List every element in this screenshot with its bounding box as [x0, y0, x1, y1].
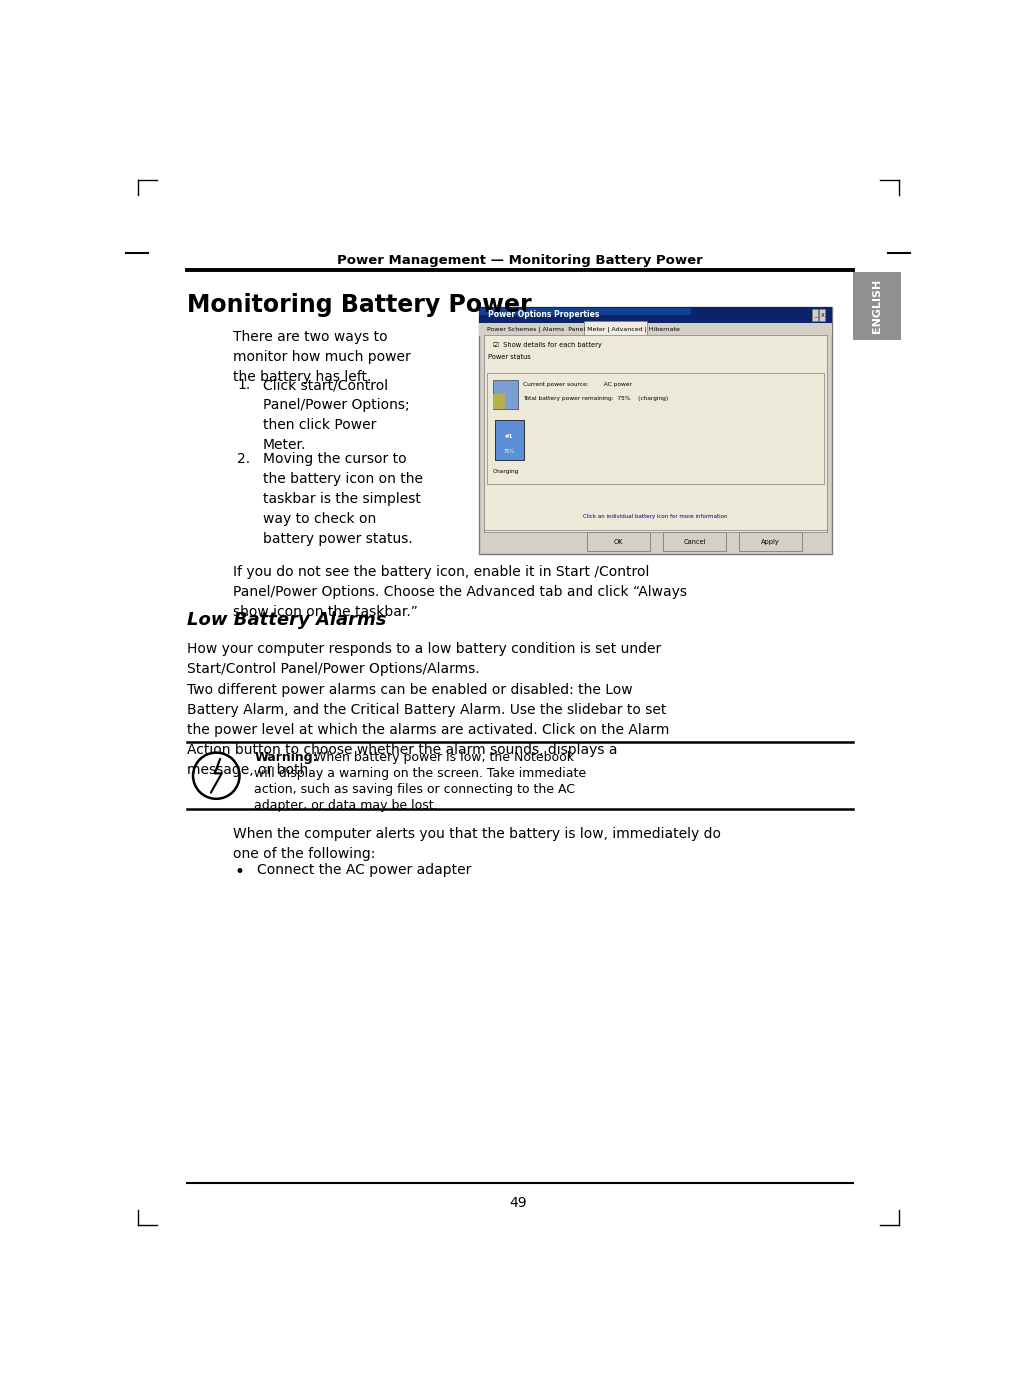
Text: 49: 49 — [510, 1196, 527, 1210]
FancyBboxPatch shape — [479, 323, 832, 335]
Text: When battery power is low, the Notebook: When battery power is low, the Notebook — [310, 750, 574, 764]
FancyBboxPatch shape — [586, 532, 650, 550]
Text: Monitoring Battery Power: Monitoring Battery Power — [187, 294, 532, 317]
Text: 2.: 2. — [238, 452, 251, 466]
Text: Power Management — Monitoring Battery Power: Power Management — Monitoring Battery Po… — [338, 255, 703, 267]
Text: Two different power alarms can be enabled or disabled: the Low
Battery Alarm, an: Two different power alarms can be enable… — [187, 683, 669, 777]
Text: Warning:: Warning: — [254, 750, 317, 764]
Text: Moving the cursor to
the battery icon on the
taskbar is the simplest
way to chec: Moving the cursor to the battery icon on… — [263, 452, 423, 546]
Text: Low Battery Alarms: Low Battery Alarms — [187, 611, 386, 629]
Text: Connect the AC power adapter: Connect the AC power adapter — [257, 863, 471, 877]
Text: Charging: Charging — [493, 469, 520, 473]
Text: 75%: 75% — [503, 450, 515, 454]
Text: Total battery power remaining:  75%    (charging): Total battery power remaining: 75% (char… — [523, 395, 668, 401]
Text: Current power source:        AC power: Current power source: AC power — [523, 383, 632, 387]
Text: adapter, or data may be lost.: adapter, or data may be lost. — [254, 799, 438, 812]
FancyBboxPatch shape — [493, 380, 518, 409]
Text: Power Options Properties: Power Options Properties — [488, 310, 600, 319]
FancyBboxPatch shape — [662, 532, 726, 550]
FancyBboxPatch shape — [486, 373, 824, 484]
FancyBboxPatch shape — [483, 335, 827, 532]
FancyBboxPatch shape — [739, 532, 802, 550]
Text: will display a warning on the screen. Take immediate: will display a warning on the screen. Ta… — [254, 767, 586, 780]
FancyBboxPatch shape — [583, 322, 647, 335]
Text: Power Schemes | Alarms  Panel Meter | Advanced | Hibernate: Power Schemes | Alarms Panel Meter | Adv… — [486, 326, 679, 331]
Text: When the computer alerts you that the battery is low, immediately do
one of the : When the computer alerts you that the ba… — [234, 827, 721, 862]
Text: Power status: Power status — [488, 354, 531, 361]
Text: 1.: 1. — [238, 379, 251, 393]
Text: Cancel: Cancel — [683, 539, 706, 544]
Text: How your computer responds to a low battery condition is set under
Start/Control: How your computer responds to a low batt… — [187, 642, 661, 677]
FancyBboxPatch shape — [479, 308, 832, 323]
FancyBboxPatch shape — [479, 308, 691, 315]
Text: ENGLISH: ENGLISH — [871, 278, 882, 333]
FancyBboxPatch shape — [812, 309, 819, 322]
FancyBboxPatch shape — [494, 419, 524, 459]
Text: •: • — [235, 863, 245, 881]
Text: If you do not see the battery icon, enable it in Start /Control
Panel/Power Opti: If you do not see the battery icon, enab… — [234, 565, 687, 619]
Text: Click start/Control
Panel/Power Options;
then click Power
Meter.: Click start/Control Panel/Power Options;… — [263, 379, 409, 452]
Text: OK: OK — [614, 539, 623, 544]
FancyBboxPatch shape — [819, 309, 825, 322]
FancyBboxPatch shape — [853, 271, 901, 340]
Text: #1: #1 — [506, 434, 514, 438]
Text: Apply: Apply — [761, 539, 779, 544]
Text: _: _ — [814, 313, 817, 317]
FancyBboxPatch shape — [493, 394, 506, 409]
Text: X: X — [821, 313, 824, 317]
Text: There are two ways to
monitor how much power
the battery has left.: There are two ways to monitor how much p… — [234, 330, 411, 384]
Text: ☑  Show details for each battery: ☑ Show details for each battery — [493, 342, 602, 348]
Text: action, such as saving files or connecting to the AC: action, such as saving files or connecti… — [254, 784, 575, 796]
FancyBboxPatch shape — [479, 308, 832, 554]
Text: Click an individual battery icon for more information: Click an individual battery icon for mor… — [583, 514, 728, 519]
